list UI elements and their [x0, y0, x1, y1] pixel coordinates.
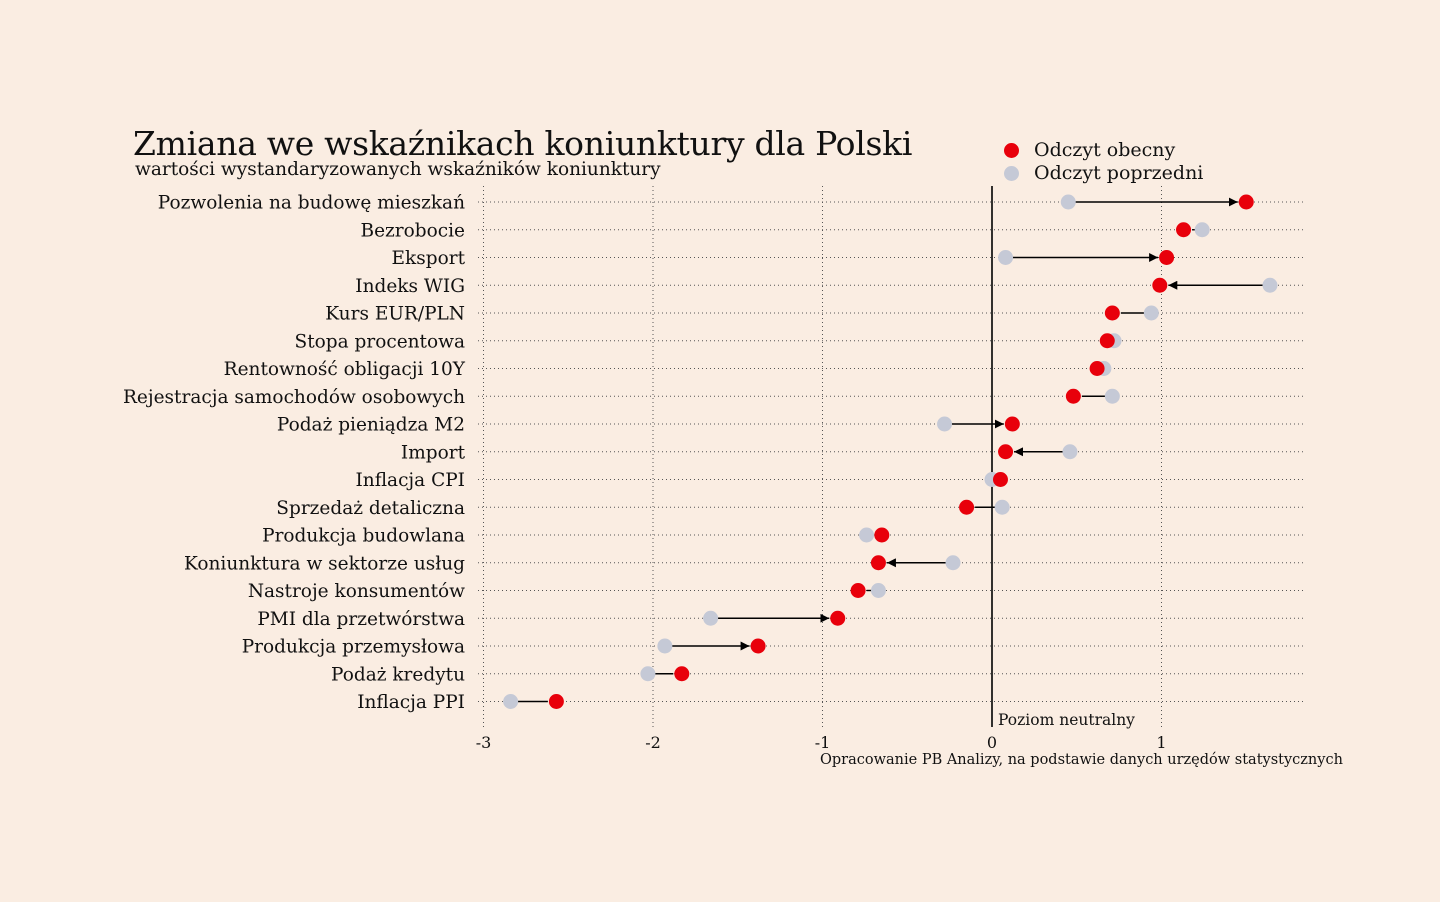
category-label: Produkcja przemysłowa	[242, 637, 465, 658]
source-note: Opracowanie PB Analizy, na podstawie dan…	[820, 752, 1343, 768]
category-label: Rejestracja samochodów osobowych	[123, 387, 465, 408]
x-tick-label: -2	[645, 733, 661, 752]
x-tick-label: -3	[476, 733, 492, 752]
point-previous	[1143, 305, 1159, 321]
category-label: Bezrobocie	[361, 220, 466, 241]
category-label: Eksport	[392, 248, 466, 269]
point-previous	[870, 583, 886, 598]
point-current	[870, 555, 886, 571]
point-current	[750, 638, 766, 654]
point-current	[1176, 222, 1192, 238]
point-previous	[1262, 277, 1278, 293]
point-previous	[657, 638, 673, 654]
category-label: Rentowność obligacji 10Y	[224, 359, 466, 380]
point-previous	[945, 555, 961, 571]
legend-item-previous: Odczyt poprzedni	[1004, 162, 1203, 185]
x-tick-label: 1	[1156, 733, 1166, 752]
category-label: Inflacja PPI	[357, 692, 465, 713]
point-current	[1089, 361, 1105, 376]
category-label: Pozwolenia na budowę mieszkań	[158, 193, 465, 214]
category-label: Podaż kredytu	[331, 664, 465, 685]
x-tick-label: 0	[987, 733, 997, 752]
legend-item-current: Odczyt obecny	[1004, 139, 1203, 162]
point-previous	[859, 527, 875, 543]
point-previous	[1194, 222, 1210, 238]
point-current	[998, 444, 1014, 460]
category-label: Indeks WIG	[355, 276, 465, 297]
point-previous	[503, 694, 519, 709]
point-current	[850, 583, 866, 598]
legend-label-current: Odczyt obecny	[1034, 139, 1176, 161]
point-previous	[703, 610, 719, 626]
point-current	[874, 527, 890, 543]
category-label: Kurs EUR/PLN	[325, 304, 465, 325]
point-current	[1152, 277, 1168, 293]
category-label: Stopa procentowa	[295, 331, 465, 352]
chart-title: Zmiana we wskaźnikach koniunktury dla Po…	[133, 124, 913, 163]
x-tick-label: -1	[815, 733, 831, 752]
point-current	[1238, 194, 1254, 210]
category-label: Sprzedaż detaliczna	[276, 498, 465, 519]
category-label: Koniunktura w sektorze usług	[184, 553, 465, 574]
category-label: Nastroje konsumentów	[248, 581, 465, 602]
legend-marker-previous	[1004, 166, 1019, 181]
category-label: Import	[401, 442, 466, 463]
chart-subtitle: wartości wystandaryzowanych wskaźników k…	[135, 159, 661, 180]
point-previous	[998, 250, 1014, 265]
category-label: Inflacja CPI	[355, 470, 465, 491]
point-current	[1065, 388, 1081, 404]
point-current	[548, 694, 564, 709]
neutral-line-label: Poziom neutralny	[998, 711, 1135, 729]
point-current	[992, 472, 1008, 487]
point-previous	[1104, 388, 1120, 404]
category-label: Produkcja budowlana	[262, 526, 465, 547]
legend-label-previous: Odczyt poprzedni	[1034, 162, 1204, 184]
point-previous	[994, 499, 1010, 515]
legend: Odczyt obecny Odczyt poprzedni	[1004, 139, 1203, 185]
legend-marker-current	[1004, 143, 1019, 158]
point-previous	[1062, 444, 1078, 460]
point-previous	[937, 416, 953, 432]
point-current	[1159, 250, 1175, 265]
point-previous	[640, 666, 656, 682]
category-label: PMI dla przetwórstwa	[257, 609, 465, 630]
point-current	[830, 610, 846, 626]
point-current	[1099, 333, 1115, 349]
point-current	[1104, 305, 1120, 321]
point-current	[1004, 416, 1020, 432]
point-previous	[1060, 194, 1076, 210]
category-label: Podaż pieniądza M2	[277, 415, 465, 436]
point-current	[959, 499, 975, 515]
point-current	[674, 666, 690, 682]
